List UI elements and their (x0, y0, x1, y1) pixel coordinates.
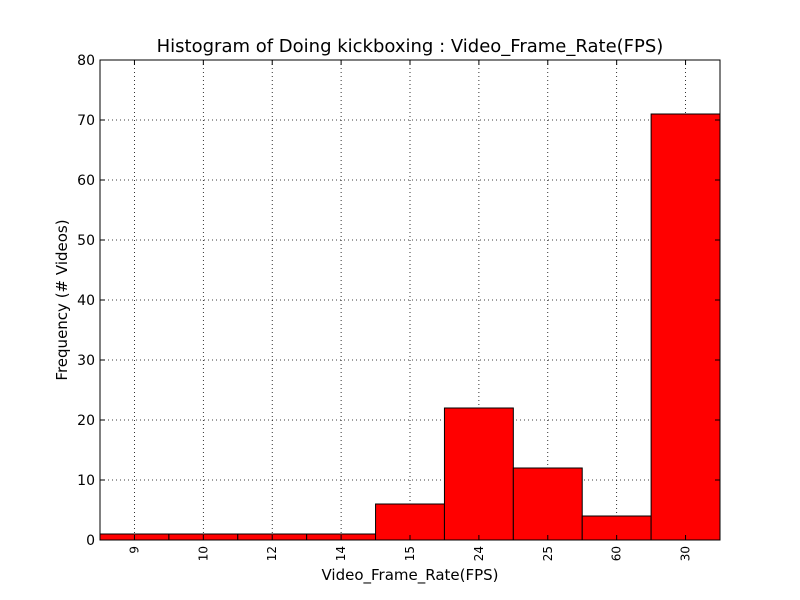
bar (650, 113, 721, 541)
y-tick-label: 70 (77, 113, 95, 129)
x-tick-label: 9 (127, 546, 141, 554)
y-axis-label: Frequency (# Videos) (53, 219, 71, 380)
bar (443, 407, 514, 541)
y-axis: 0 10 20 30 40 50 60 70 80 (77, 53, 720, 549)
y-tick-label: 30 (77, 353, 95, 369)
y-tick-label: 20 (77, 413, 95, 429)
x-tick-label: 15 (403, 546, 417, 561)
x-tick-label: 24 (472, 546, 486, 561)
y-tick-label: 0 (86, 533, 95, 549)
y-tick-label: 80 (77, 53, 95, 69)
y-tick-label: 40 (77, 293, 95, 309)
x-tick-label: 60 (610, 546, 624, 561)
x-tick-label: 30 (679, 546, 693, 561)
x-tick-label: 12 (265, 546, 279, 561)
x-tick-label: 14 (334, 546, 348, 561)
x-axis-label: Video_Frame_Rate(FPS) (321, 566, 498, 585)
chart-title: Histogram of Doing kickboxing : Video_Fr… (157, 36, 664, 57)
y-tick-label: 10 (77, 473, 95, 489)
x-tick-label: 10 (196, 546, 210, 561)
bar (512, 467, 583, 541)
y-tick-label: 60 (77, 173, 95, 189)
y-tick-label: 50 (77, 233, 95, 249)
x-tick-label: 25 (541, 546, 555, 561)
grid-lines (100, 60, 720, 540)
bar (375, 503, 445, 541)
x-axis: 9 10 12 14 15 24 25 60 30 (127, 60, 693, 561)
